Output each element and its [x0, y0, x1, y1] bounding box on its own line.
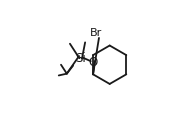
- Text: Br: Br: [90, 27, 102, 37]
- Text: O: O: [88, 56, 97, 69]
- Text: Si: Si: [75, 51, 86, 64]
